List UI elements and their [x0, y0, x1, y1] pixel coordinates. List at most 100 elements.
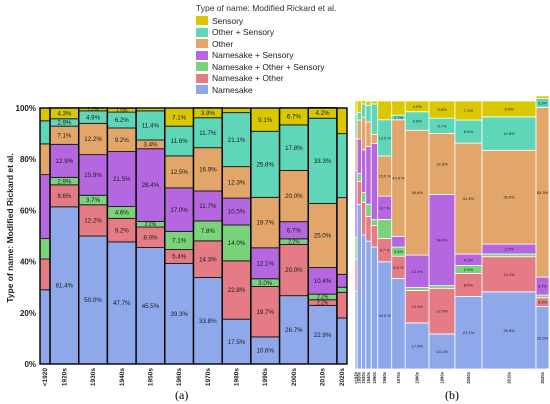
- x-tick-label: 1970s: [205, 368, 212, 386]
- bar-data-label: 11.4%: [142, 123, 160, 130]
- bar-data-label: 11.6%: [171, 138, 189, 145]
- bar-data-label: 6.7%: [538, 284, 548, 289]
- bar-data-label: 7.8%: [201, 228, 216, 235]
- bar-data-label: 17.8%: [285, 145, 303, 152]
- bar-data-label: 22.8%: [436, 161, 448, 166]
- bar-segment: [365, 146, 372, 205]
- bar-data-label: 6.7%: [287, 113, 302, 120]
- legend-swatch: [196, 85, 208, 95]
- bar-segment: [370, 100, 379, 105]
- bar-segment: [361, 116, 367, 151]
- bar-segment: [361, 234, 367, 370]
- bar-data-label: 1.7%: [394, 115, 404, 120]
- bar-segment: [361, 100, 367, 105]
- y-tick-label: 20%: [20, 309, 36, 318]
- bar-segment: [361, 201, 367, 236]
- bar-segment: [336, 107, 348, 135]
- legend-item: Sensory: [196, 15, 362, 27]
- bar-data-label: 63.3%: [537, 190, 549, 195]
- bar-data-label: 21.5%: [113, 176, 131, 183]
- chart-a-mosaic: 0% 20% 40% 60% 80% 100% Type of name: Modified…: [5, 104, 348, 386]
- bar-data-label: 9.1%: [258, 117, 273, 124]
- bar-data-label: 11.7%: [199, 130, 217, 137]
- bar-segment: [39, 258, 51, 291]
- legend-item: Namesake + Sensory: [196, 50, 362, 62]
- bar-data-label: 26.7%: [285, 327, 303, 334]
- bar-data-label: 2.2%: [317, 295, 329, 301]
- bar-data-label: 2.9%: [57, 120, 72, 127]
- bar-data-label: 3.4%: [143, 142, 158, 149]
- bar-data-label: 8.7 %: [380, 205, 391, 210]
- bar-segment: [78, 122, 108, 156]
- bar-data-label: 28.8%: [503, 328, 515, 333]
- bar-data-label: 34.0%: [436, 238, 448, 243]
- bar-data-label: 22.8%: [228, 287, 246, 294]
- bar-segment: [356, 180, 362, 205]
- legend-label: Namesake + Other + Sensory: [212, 61, 325, 72]
- bar-segment: [370, 246, 379, 370]
- bar-data-label: 8.0%: [143, 234, 158, 241]
- bar-segment: [365, 104, 372, 123]
- bar-segment: [135, 148, 166, 222]
- bar-data-label: 6.2%: [115, 117, 130, 124]
- bar-segment: [336, 133, 348, 199]
- legend-title: Type of name: Modified Rickard et al.: [196, 3, 337, 13]
- bar-data-label: 22.9%: [314, 332, 332, 339]
- bar-segment: [279, 124, 309, 171]
- bar-segment: [481, 253, 537, 258]
- bar-data-label: 7.1%: [172, 114, 187, 121]
- bar-segment: [370, 103, 379, 135]
- y-tick-label: 80%: [20, 155, 36, 164]
- bar-segment: [279, 295, 309, 365]
- legend: Type of name: Modified Rickard et al. Se…: [196, 3, 362, 96]
- x-tick-label: 1940s: [119, 368, 126, 386]
- bar-data-label: 17.2%: [411, 343, 423, 348]
- bar-segment: [428, 133, 456, 195]
- bar-data-label: 10.4%: [314, 278, 332, 285]
- bar-data-label: 19.7%: [256, 220, 274, 227]
- bar-segment: [336, 286, 348, 293]
- bar-segment: [377, 100, 393, 121]
- bar-data-label: 8.6%: [57, 193, 72, 200]
- bar-data-label: 14.3%: [199, 256, 217, 263]
- x-tick-label: 2010s: [506, 371, 511, 383]
- legend-label: Namesake + Sensory: [212, 50, 294, 61]
- bar-data-label: 7.1%: [464, 108, 474, 113]
- bar-data-label: 20.0%: [285, 193, 303, 200]
- bar-data-label: 8.3 %: [393, 265, 404, 270]
- x-tick-label: 1950s: [147, 368, 154, 386]
- bar-segment: [356, 173, 362, 182]
- bar-data-label: 41.4%: [463, 196, 475, 201]
- bar-data-label: 33.8%: [199, 318, 217, 325]
- bar-data-label: 13.1%: [503, 272, 515, 277]
- bar-data-label: 39.3%: [170, 311, 188, 318]
- bar-data-label: 5.9%: [504, 106, 514, 111]
- bar-data-label: 12.1%: [411, 269, 423, 274]
- bar-data-label: 12.2%: [84, 136, 102, 143]
- bar-segment: [428, 285, 456, 289]
- bar-data-label: 45.5%: [142, 303, 160, 310]
- bar-segment: [164, 187, 194, 232]
- bar-segment: [336, 197, 348, 275]
- bar-segment: [336, 317, 348, 365]
- bar-data-label: 27.1%: [463, 330, 475, 335]
- bar-data-label: 61.4%: [56, 283, 74, 290]
- bar-data-label: 7.1%: [57, 132, 72, 139]
- legend-item: Other: [196, 38, 362, 50]
- bar-data-label: 10.6%: [256, 348, 274, 355]
- bar-data-label: 3.7%: [86, 197, 101, 204]
- bar-data-label: 33.3%: [314, 158, 332, 165]
- bar-data-label: 12.2%: [84, 218, 102, 225]
- bar-segment: [391, 100, 406, 116]
- bar-segment: [39, 238, 51, 260]
- bar-segment: [336, 273, 348, 288]
- legend-item: Namesake + Other: [196, 73, 362, 85]
- bar-segment: [454, 295, 483, 370]
- bar-data-label: 17.0%: [436, 309, 448, 314]
- legend-label: Sensory: [212, 15, 244, 26]
- bar-segment: [365, 100, 372, 106]
- legend-swatch: [196, 39, 208, 49]
- bar-data-label: 12.5%: [503, 131, 515, 136]
- x-tick-label: 1940s: [366, 371, 371, 383]
